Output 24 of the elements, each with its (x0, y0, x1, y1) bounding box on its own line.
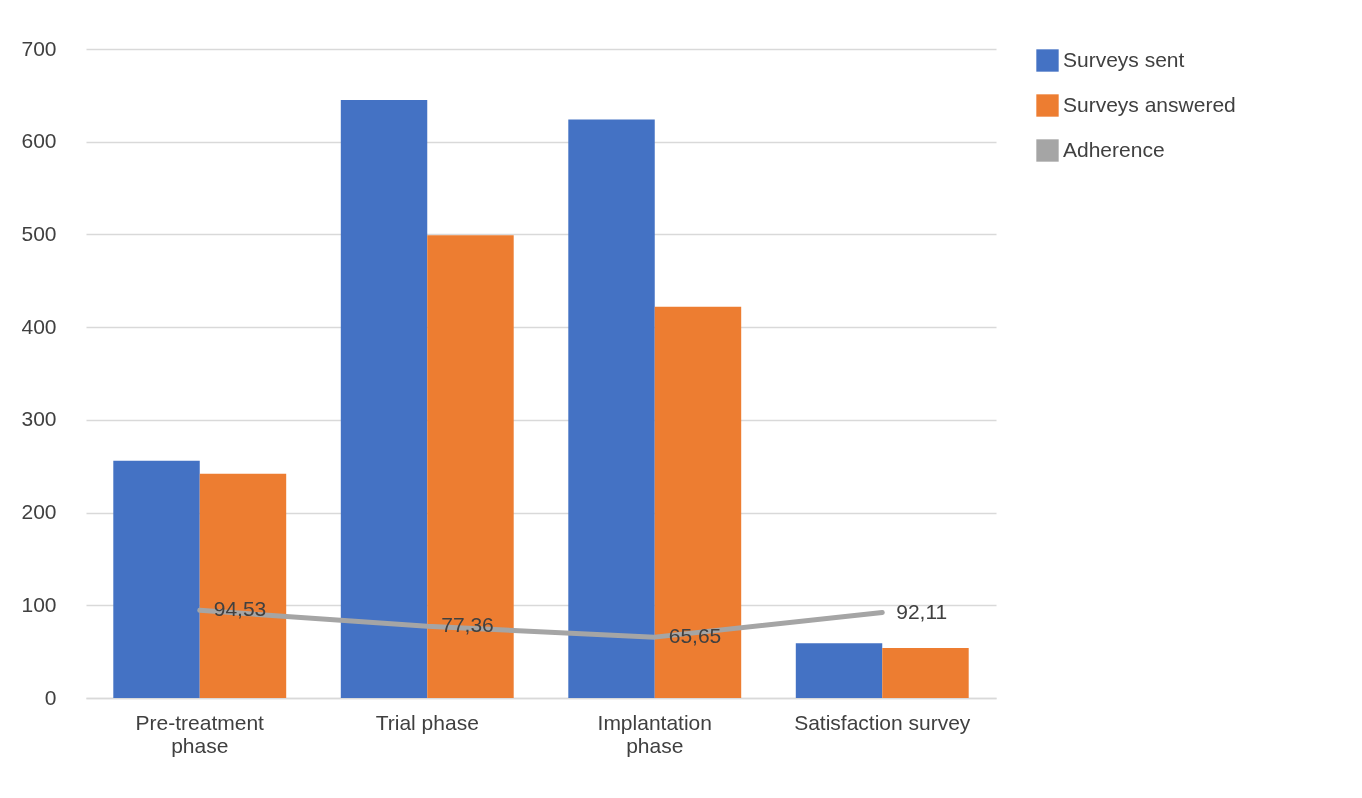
y-tick-label: 700 (21, 36, 57, 60)
data-label: 92,11 (896, 599, 948, 623)
legend-label: Surveys sent (1063, 47, 1185, 71)
bar (882, 647, 969, 698)
y-tick-label: 100 (21, 592, 57, 616)
x-tick-label: Trial phase (375, 710, 479, 734)
bar (568, 119, 655, 698)
bar (340, 99, 428, 698)
bar (427, 235, 514, 698)
x-tick-label: Satisfaction survey (794, 710, 971, 734)
x-tick-label: Pre-treatment phase (135, 710, 265, 757)
legend-label: Surveys answered (1063, 92, 1236, 116)
bar (795, 643, 883, 698)
y-tick-label: 0 (44, 685, 57, 709)
bar (113, 460, 200, 698)
y-tick-label: 500 (21, 221, 57, 245)
bar (199, 473, 287, 698)
y-tick-label: 300 (21, 407, 57, 431)
x-tick-label: Implantation phase (597, 710, 712, 757)
y-tick-label: 200 (21, 500, 57, 524)
legend-label: Adherence (1063, 137, 1165, 161)
bar (654, 306, 742, 698)
y-tick-label: 600 (21, 129, 57, 153)
y-tick-label: 400 (21, 314, 57, 338)
